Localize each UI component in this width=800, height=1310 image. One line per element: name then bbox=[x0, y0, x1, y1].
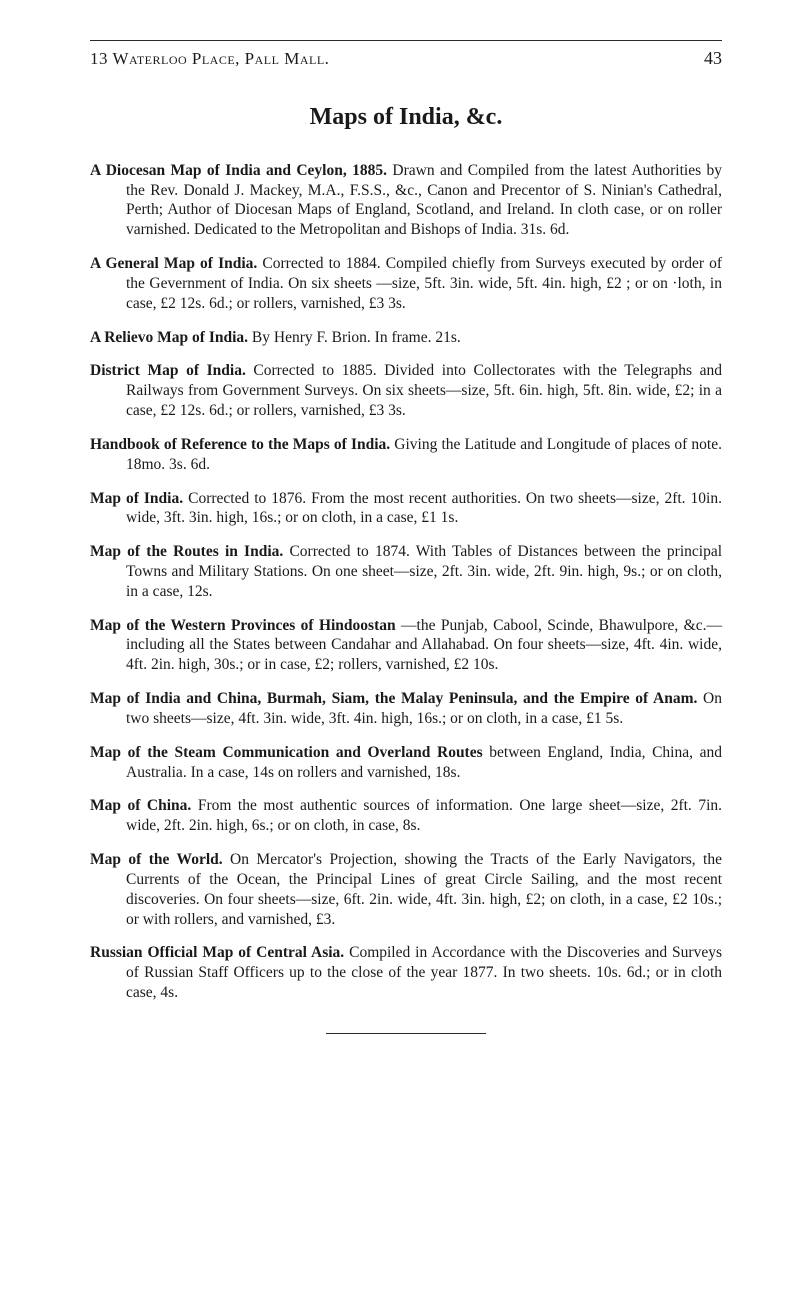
running-head: 13 Waterloo Place, Pall Mall. 43 bbox=[90, 47, 722, 70]
catalog-entry: District Map of India. Corrected to 1885… bbox=[90, 361, 722, 420]
entry-lead: Map of India and China, Burmah, Siam, th… bbox=[90, 690, 697, 707]
entry-lead: Map of China. bbox=[90, 797, 191, 814]
entries-list: A Diocesan Map of India and Ceylon, 1885… bbox=[90, 161, 722, 1003]
catalog-entry: Map of the Steam Communication and Overl… bbox=[90, 743, 722, 783]
catalog-entry: A Diocesan Map of India and Ceylon, 1885… bbox=[90, 161, 722, 240]
catalog-entry: A General Map of India. Corrected to 188… bbox=[90, 254, 722, 313]
entry-lead: Map of the Steam Communication and Overl… bbox=[90, 744, 483, 761]
entry-lead: Russian Official Map of Central Asia. bbox=[90, 944, 344, 961]
entry-lead: District Map of India. bbox=[90, 362, 246, 379]
page-title: Maps of India, &c. bbox=[90, 102, 722, 133]
entry-body: From the most authentic sources of infor… bbox=[126, 797, 722, 834]
entry-lead: Map of India. bbox=[90, 490, 183, 507]
catalog-entry: Map of India. Corrected to 1876. From th… bbox=[90, 489, 722, 529]
entry-lead: A General Map of India. bbox=[90, 255, 257, 272]
catalog-entry: A Relievo Map of India. By Henry F. Brio… bbox=[90, 328, 722, 348]
page-number: 43 bbox=[704, 47, 722, 70]
top-rule bbox=[90, 40, 722, 41]
entry-body: Corrected to 1876. From the most recent … bbox=[126, 490, 722, 527]
catalog-entry: Map of China. From the most authentic so… bbox=[90, 796, 722, 836]
footer-rule bbox=[326, 1033, 486, 1034]
entry-body: By Henry F. Brion. In frame. 21s. bbox=[252, 329, 461, 346]
catalog-entry: Map of the Western Provinces of Hindoost… bbox=[90, 616, 722, 675]
entry-lead: Map of the World. bbox=[90, 851, 223, 868]
entry-lead: Map of the Routes in India. bbox=[90, 543, 283, 560]
entry-lead: Map of the Western Provinces of Hindoost… bbox=[90, 617, 396, 634]
catalog-entry: Russian Official Map of Central Asia. Co… bbox=[90, 943, 722, 1002]
entry-lead: Handbook of Reference to the Maps of Ind… bbox=[90, 436, 390, 453]
catalog-entry: Map of the World. On Mercator's Projecti… bbox=[90, 850, 722, 929]
running-title: 13 Waterloo Place, Pall Mall. bbox=[90, 48, 329, 70]
catalog-entry: Map of the Routes in India. Corrected to… bbox=[90, 542, 722, 601]
entry-lead: A Diocesan Map of India and Ceylon, 1885… bbox=[90, 162, 387, 179]
catalog-entry: Map of India and China, Burmah, Siam, th… bbox=[90, 689, 722, 729]
entry-lead: A Relievo Map of India. bbox=[90, 329, 248, 346]
catalog-entry: Handbook of Reference to the Maps of Ind… bbox=[90, 435, 722, 475]
